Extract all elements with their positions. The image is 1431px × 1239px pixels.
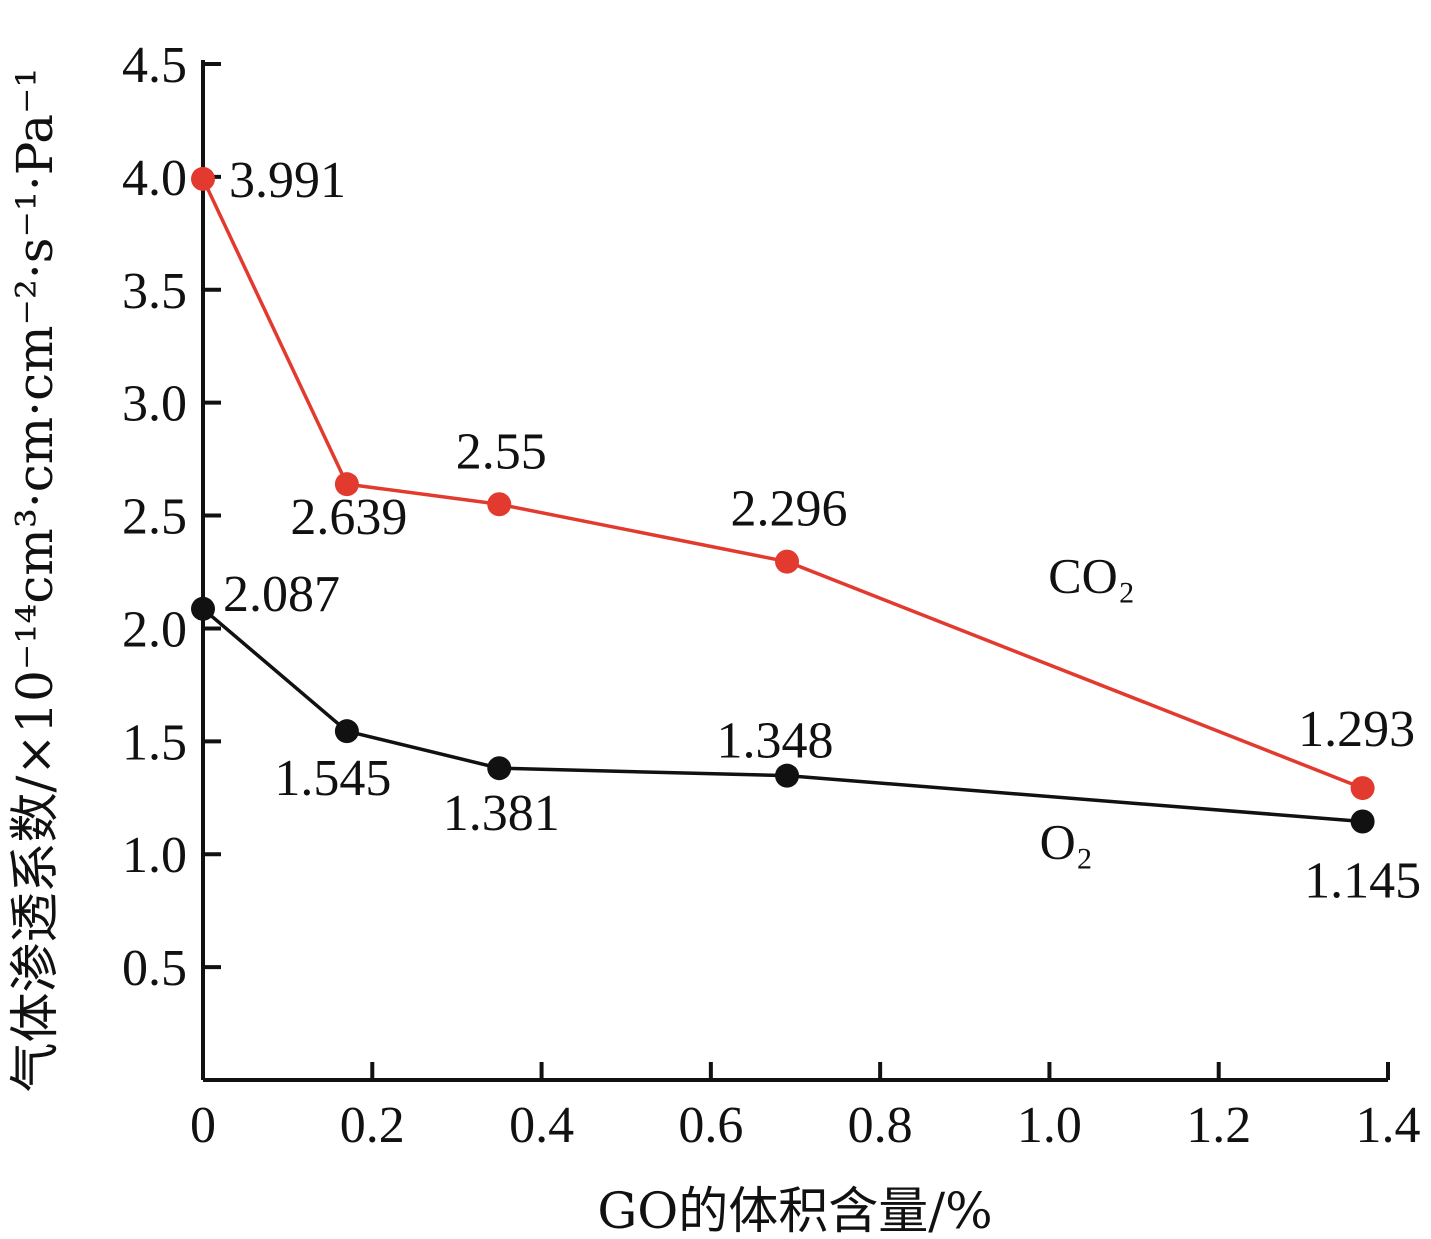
y-tick-label: 4.5	[122, 37, 187, 94]
x-tick-label: 0.2	[340, 1097, 405, 1154]
data-point	[775, 549, 800, 574]
data-labels: 3.991 2.639 2.55 2.296 1.293 CO₂ 2.087 1.545 1.3…	[223, 152, 1421, 910]
data-label: 1.348	[717, 713, 834, 770]
x-tick-label: 1.2	[1186, 1097, 1251, 1154]
x-axis-title: GO的体积含量/%	[597, 1182, 992, 1239]
data-point	[191, 596, 215, 621]
y-tick-label: 1.5	[122, 714, 187, 771]
data-point	[1350, 809, 1375, 834]
y-tick-label: 2.0	[122, 601, 187, 658]
series-name-label: CO₂	[1048, 547, 1135, 603]
x-tick-label: 0.8	[848, 1097, 913, 1154]
x-tick-label: 0	[190, 1097, 216, 1154]
y-tick-label: 3.0	[122, 376, 187, 433]
data-point	[487, 492, 512, 517]
axes: 0.5 1.0 1.5 2.0 2.5 3.0 3.5 4.0 4.5 0 0.2 0.4 0.6 0.8…	[122, 37, 1421, 1154]
data-point	[487, 756, 512, 781]
data-point	[334, 472, 359, 497]
y-tick-label: 3.5	[122, 263, 187, 320]
data-label: 2.639	[290, 489, 407, 546]
data-label: 3.991	[229, 152, 346, 209]
y-tick-label: 2.5	[122, 489, 187, 546]
series-layer	[191, 166, 1375, 834]
y-tick-label: 4.0	[122, 150, 187, 207]
data-label: 2.087	[223, 566, 340, 623]
y-tick-label: 1.0	[122, 827, 187, 884]
y-tick-label: 0.5	[122, 940, 187, 997]
x-tick-label: 1.4	[1356, 1097, 1421, 1154]
data-point	[1350, 776, 1375, 801]
data-point	[334, 719, 359, 744]
y-axis-title: 气体渗透系数/×10⁻¹⁴cm³·cm·cm⁻²·s⁻¹·Pa⁻¹	[6, 68, 64, 1093]
data-label: 2.296	[731, 481, 848, 538]
data-label: 1.381	[443, 785, 560, 842]
series-name-label: O₂	[1040, 814, 1094, 870]
data-point	[775, 763, 800, 788]
data-point	[191, 166, 215, 191]
data-label: 2.55	[456, 423, 547, 480]
x-tick-label: 0.4	[509, 1097, 574, 1154]
x-tick-label: 1.0	[1017, 1097, 1082, 1154]
data-label: 1.545	[274, 750, 391, 807]
data-label: 1.145	[1304, 852, 1421, 909]
x-tick-label: 0.6	[678, 1097, 743, 1154]
data-label: 1.293	[1298, 701, 1415, 758]
